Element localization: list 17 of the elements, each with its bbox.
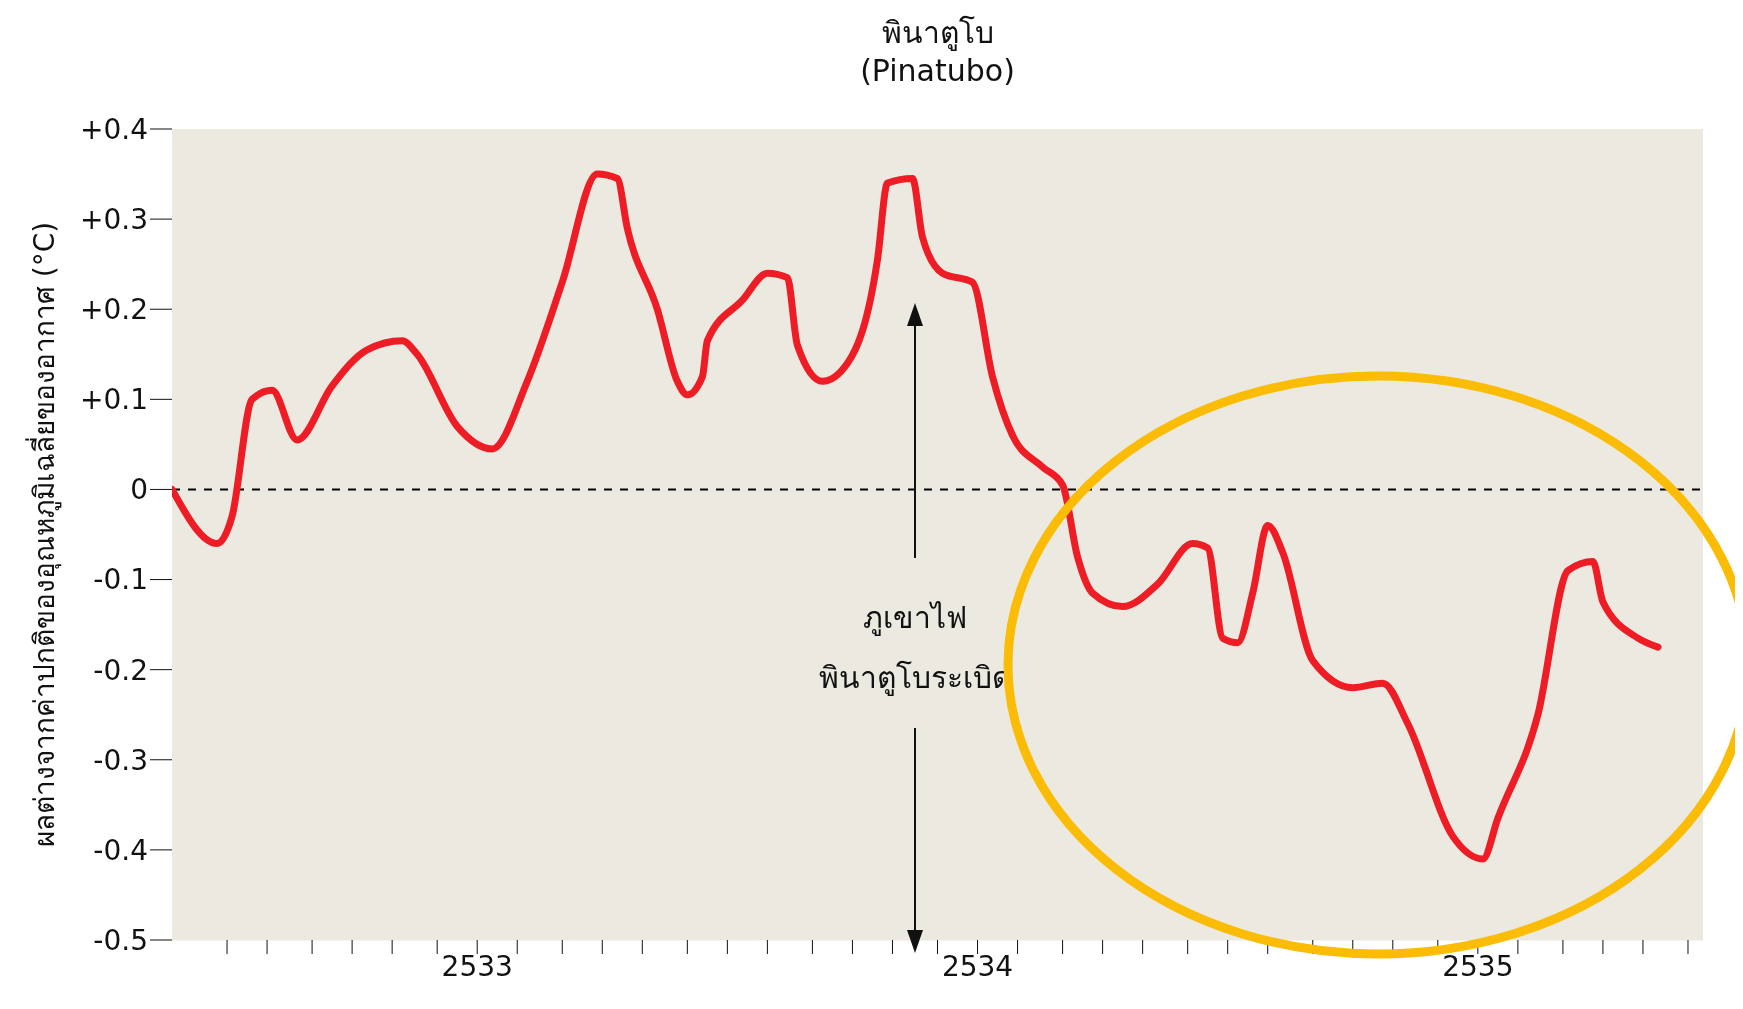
- y-tick-label: +0.3: [80, 203, 148, 237]
- y-tick-label: -0.2: [93, 653, 148, 687]
- y-tick-label: -0.5: [93, 923, 148, 957]
- x-tick-label: 2534: [941, 949, 1014, 983]
- y-axis-title: ผลต่างจากค่าปกติของอุณหภูมิเฉลี่ยของอากาศ (°C): [25, 221, 62, 848]
- y-tick-label: -0.4: [93, 833, 148, 867]
- y-tick-label: +0.1: [80, 383, 148, 417]
- annotation: ภูเขาไฟ พินาตูโบระเบิด: [819, 600, 1011, 696]
- y-tick-label: 0: [130, 473, 148, 507]
- chart-subtitle: (Pinatubo): [859, 52, 1016, 90]
- chart-title: พินาตูโบ: [880, 14, 995, 52]
- x-tick-label: 2533: [441, 949, 513, 983]
- y-tick-label: -0.3: [93, 743, 148, 777]
- y-tick-label: -0.1: [93, 563, 148, 597]
- y-tick-label: +0.4: [80, 112, 148, 146]
- x-tick-label: 2535: [1442, 949, 1514, 983]
- y-tick-label: +0.2: [80, 293, 148, 327]
